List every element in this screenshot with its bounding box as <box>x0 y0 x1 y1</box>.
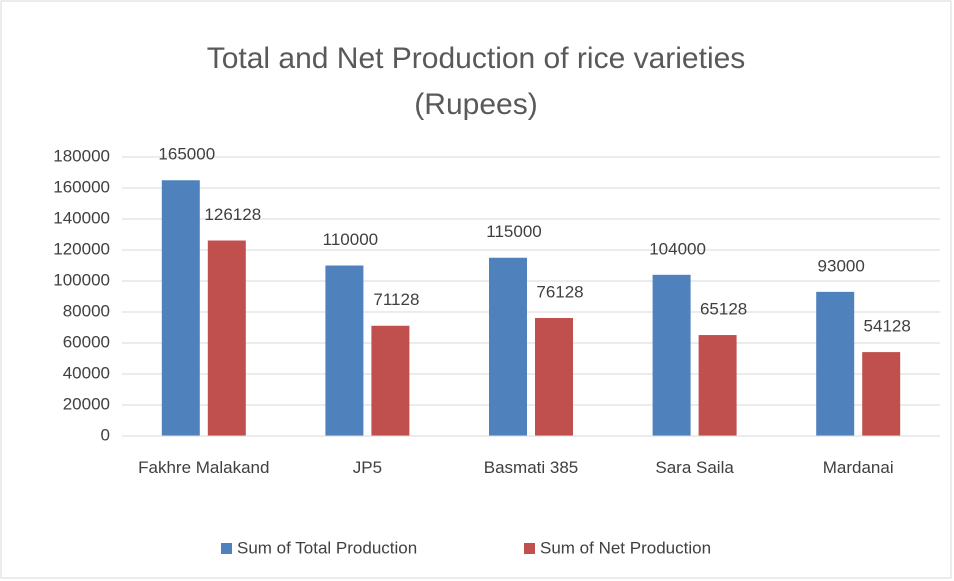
legend-swatch <box>221 543 232 554</box>
bar <box>535 318 573 436</box>
bar <box>371 325 410 436</box>
value-label: 104000 <box>649 239 706 258</box>
bar <box>161 180 200 436</box>
bar <box>207 240 246 436</box>
y-tick-label: 160000 <box>53 177 110 196</box>
y-tick-label: 120000 <box>53 239 110 258</box>
value-label: 110000 <box>323 230 378 249</box>
value-label: 165000 <box>158 145 215 164</box>
bar <box>862 352 901 436</box>
y-tick-label: 80000 <box>63 301 110 320</box>
legend-label: Sum of Net Production <box>540 538 711 557</box>
value-label: 54128 <box>864 317 911 336</box>
legend-label: Sum of Total Production <box>237 538 417 557</box>
y-tick-label: 40000 <box>63 363 110 382</box>
bar <box>698 335 737 436</box>
bar <box>816 291 855 436</box>
y-tick-label: 20000 <box>63 394 110 413</box>
y-tick-label: 180000 <box>53 146 110 165</box>
bar <box>325 265 364 436</box>
y-tick-label: 60000 <box>63 332 110 351</box>
x-tick-label: JP5 <box>352 458 383 477</box>
value-label: 76128 <box>536 282 583 301</box>
y-tick-label: 140000 <box>53 208 110 227</box>
y-tick-label: 100000 <box>53 270 110 289</box>
bar <box>489 257 527 436</box>
y-tick-label: 0 <box>101 425 110 444</box>
value-label: 65128 <box>700 300 747 319</box>
value-label: 93000 <box>818 256 865 275</box>
chart-title: Total and Net Production of rice varieti… <box>207 42 746 75</box>
legend-swatch <box>524 543 535 554</box>
x-tick-label: Fakhre Malakand <box>138 458 270 477</box>
x-tick-label: Mardanai <box>822 458 894 477</box>
chart-subtitle: (Rupees) <box>414 88 537 121</box>
value-label: 115000 <box>486 222 541 241</box>
value-label: 126128 <box>204 205 261 224</box>
value-label: 71128 <box>373 290 419 309</box>
x-tick-label: Basmati 385 <box>483 458 579 477</box>
bar <box>652 274 691 436</box>
x-tick-label: Sara Saila <box>655 458 734 477</box>
